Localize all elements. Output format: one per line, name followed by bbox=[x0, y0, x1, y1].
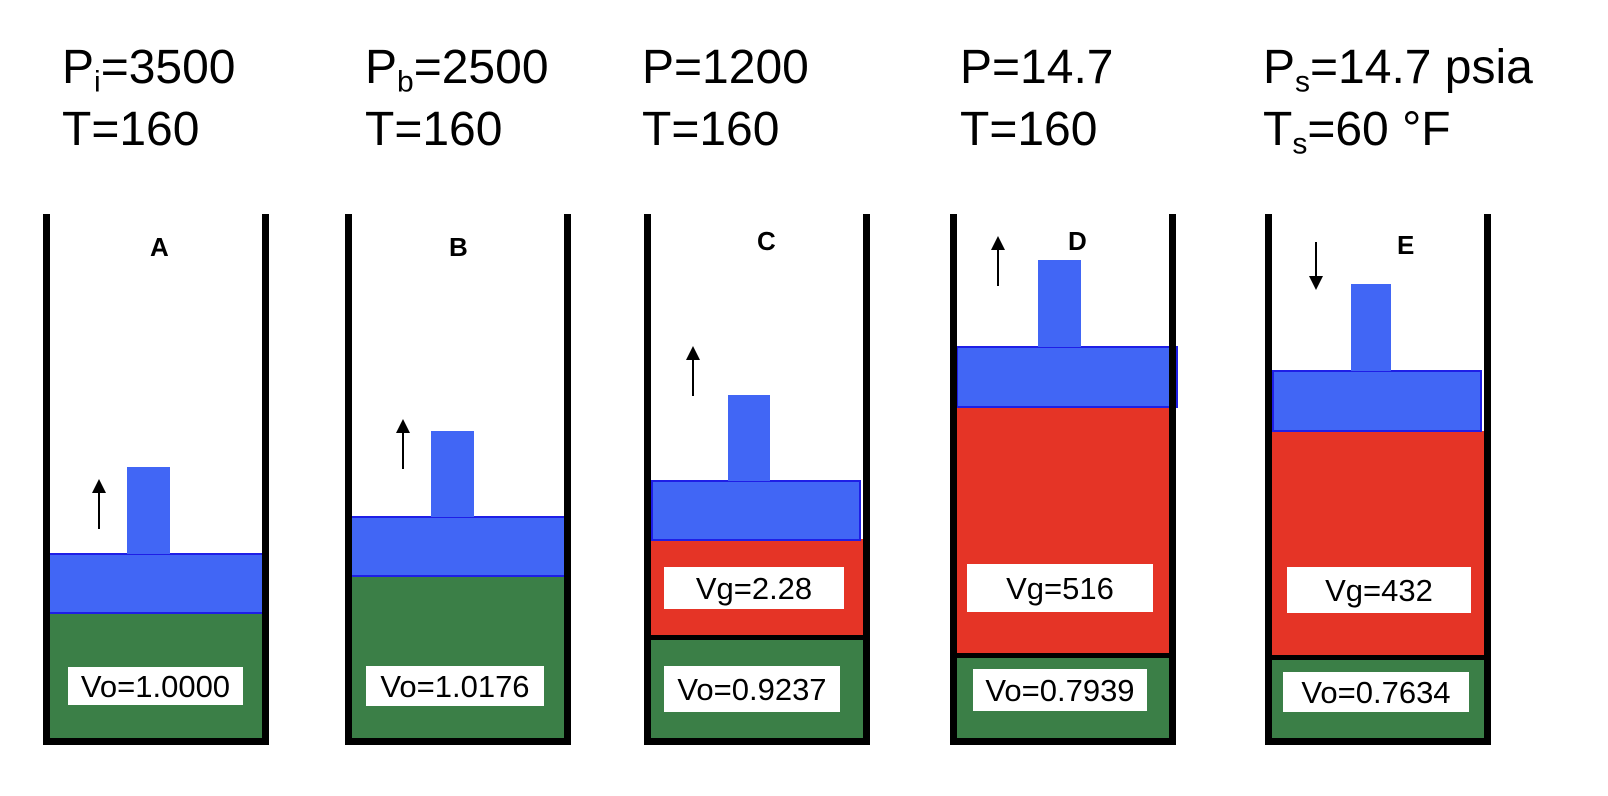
oil-volume-box: Vo=1.0000 bbox=[68, 667, 243, 705]
cylinder-wall-right bbox=[863, 214, 870, 745]
cylinder-label: C bbox=[757, 226, 776, 256]
oil-phase bbox=[352, 576, 564, 738]
cylinder-label: B bbox=[449, 232, 468, 262]
cylinder-floor bbox=[950, 738, 1176, 745]
oil-volume-box: Vo=0.7939 bbox=[973, 669, 1147, 711]
header-a: Pi=3500 T=160 bbox=[62, 44, 236, 154]
header-c: P=1200 T=160 bbox=[642, 44, 809, 154]
cylinder-wall-left bbox=[345, 214, 352, 745]
piston-rod bbox=[728, 395, 770, 481]
header-e: Ps=14.7 psia Ts=60 °F bbox=[1263, 41, 1533, 161]
header-d-temperature: T=160 bbox=[960, 103, 1098, 156]
piston-plate bbox=[956, 346, 1178, 408]
cylinder-d: Vo=0.7939 Vg=516 D bbox=[950, 214, 1178, 745]
piston-plate bbox=[347, 516, 569, 577]
arrow-up-icon bbox=[92, 479, 106, 529]
cylinder-a: Vo=1.0000 A bbox=[43, 214, 269, 745]
cylinder-floor bbox=[43, 738, 269, 745]
gas-volume-box: Vg=516 bbox=[967, 564, 1153, 612]
cylinder-floor bbox=[1265, 738, 1491, 745]
cylinder-label: D bbox=[1068, 226, 1087, 256]
header-c-pressure: P=1200 bbox=[642, 41, 809, 94]
gas-volume-box: Vg=432 bbox=[1287, 567, 1471, 613]
cylinder-wall-left bbox=[950, 214, 957, 745]
arrow-up-icon bbox=[396, 419, 410, 469]
gas-oil-contact bbox=[957, 653, 1169, 658]
cylinder-label: A bbox=[150, 232, 169, 262]
cylinder-wall-right bbox=[1484, 214, 1491, 745]
cylinder-wall-left bbox=[644, 214, 651, 745]
header-b-pressure: Pb=2500 bbox=[365, 41, 549, 99]
gas-phase bbox=[1272, 431, 1484, 655]
piston-rod bbox=[1351, 284, 1391, 371]
cylinder-c: Vo=0.9237 Vg=2.28 C bbox=[644, 214, 870, 745]
gas-volume-box: Vg=2.28 bbox=[664, 567, 844, 609]
piston-rod bbox=[1038, 260, 1081, 347]
header-d: P=14.7 T=160 bbox=[960, 44, 1113, 154]
header-c-temperature: T=160 bbox=[642, 103, 780, 156]
gas-oil-contact bbox=[1272, 655, 1484, 660]
header-e-pressure: Ps=14.7 psia bbox=[1263, 41, 1533, 99]
cylinder-label: E bbox=[1397, 230, 1415, 260]
cylinder-e: Vo=0.7634 Vg=432 E bbox=[1265, 214, 1491, 745]
header-a-temperature: T=160 bbox=[62, 103, 200, 156]
header-a-pressure: Pi=3500 bbox=[62, 41, 236, 99]
cylinder-wall-right bbox=[564, 214, 571, 745]
piston-rod bbox=[127, 467, 170, 554]
header-b: Pb=2500 T=160 bbox=[365, 44, 549, 154]
arrow-up-icon bbox=[991, 236, 1005, 286]
cylinder-floor bbox=[345, 738, 571, 745]
piston-plate bbox=[43, 553, 266, 614]
piston-plate bbox=[651, 480, 861, 541]
header-b-temperature: T=160 bbox=[365, 103, 503, 156]
cylinder-b: Vo=1.0176 B bbox=[345, 214, 571, 745]
cylinder-wall-left bbox=[1265, 214, 1272, 745]
header-d-pressure: P=14.7 bbox=[960, 41, 1114, 94]
cylinder-wall-left bbox=[43, 214, 50, 745]
cylinder-wall-right bbox=[262, 214, 269, 745]
oil-volume-box: Vo=0.7634 bbox=[1283, 672, 1469, 712]
piston-rod bbox=[431, 431, 474, 517]
arrow-down-icon bbox=[1309, 242, 1323, 290]
oil-volume-box: Vo=0.9237 bbox=[664, 666, 840, 712]
arrow-up-icon bbox=[686, 346, 700, 396]
oil-volume-box: Vo=1.0176 bbox=[366, 666, 544, 706]
gas-oil-contact bbox=[651, 635, 863, 640]
cylinder-wall-right bbox=[1169, 214, 1176, 745]
header-e-temperature: Ts=60 °F bbox=[1263, 103, 1451, 161]
gas-phase bbox=[957, 407, 1169, 653]
cylinder-floor bbox=[644, 738, 870, 745]
piston-plate bbox=[1272, 370, 1482, 432]
